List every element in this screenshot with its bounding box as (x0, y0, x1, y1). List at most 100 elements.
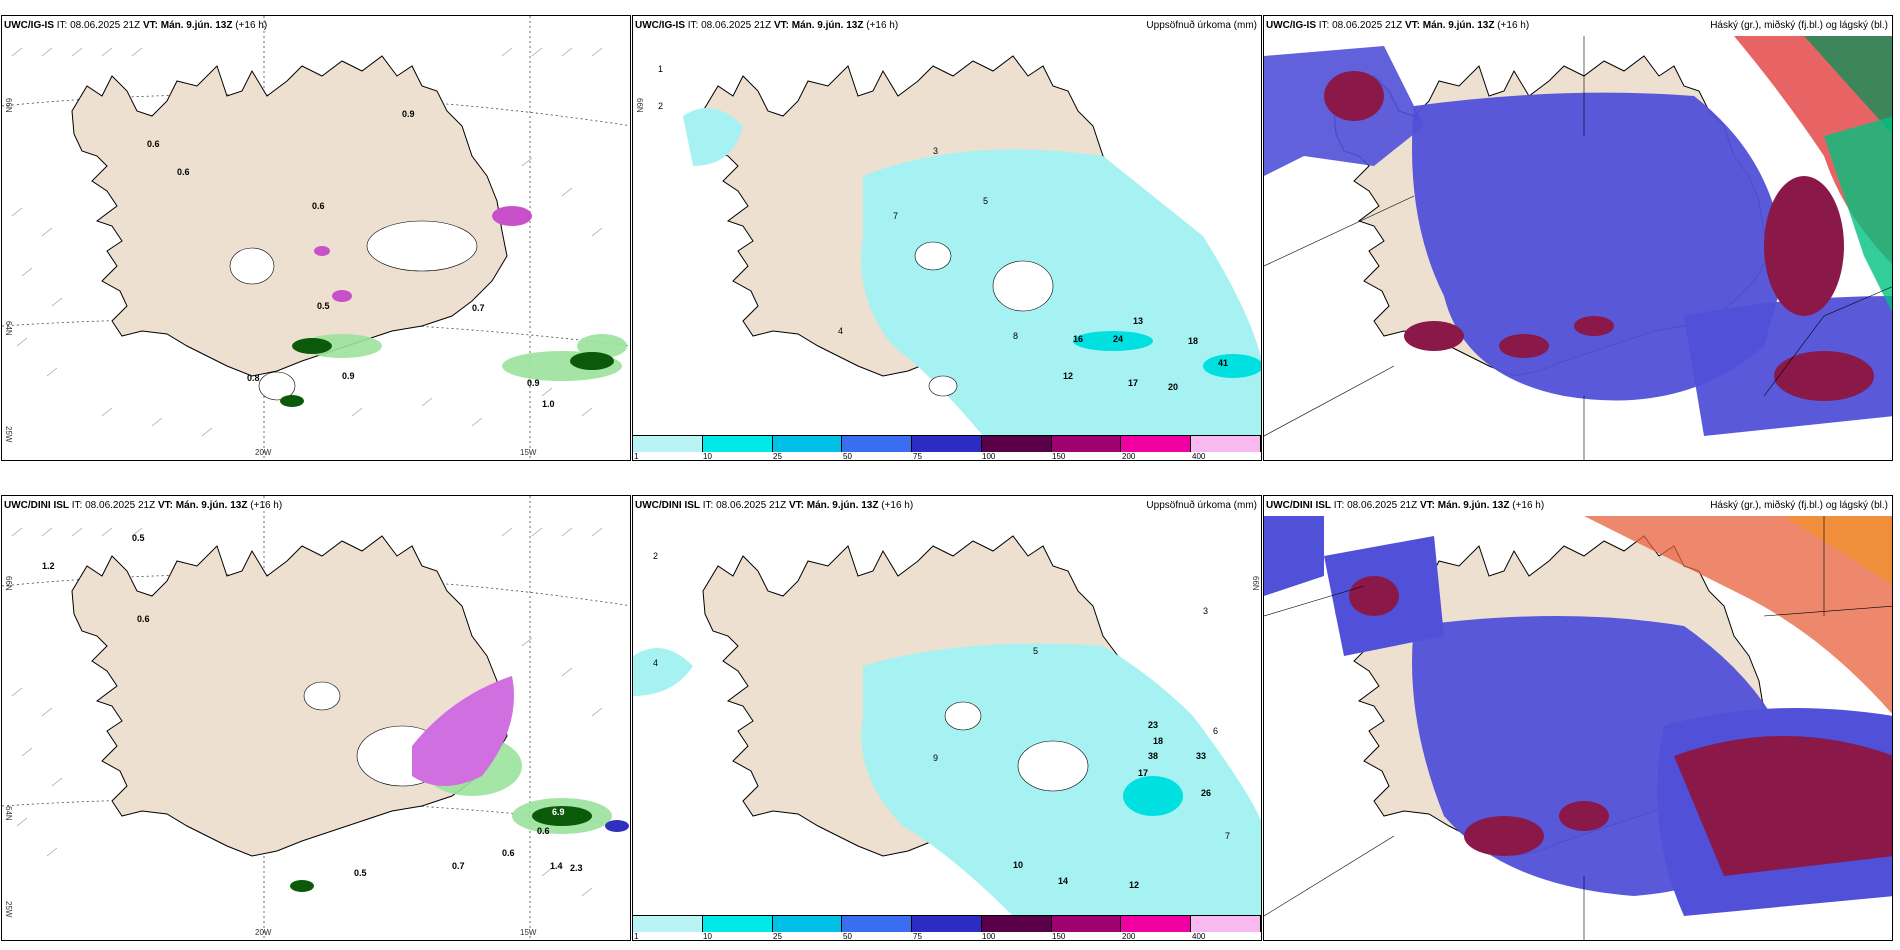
cloud-map (1264, 16, 1892, 460)
value-label: 0.6 (537, 826, 550, 836)
colorbar-swatch (772, 436, 843, 452)
value-label: 7 (893, 211, 899, 221)
panel-title: UWC/DINI ISL IT: 08.06.2025 21Z VT: Mán.… (4, 500, 283, 511)
lon-label-25: 25W (4, 901, 13, 918)
colorbar-labels: 1 10 25 50 75 100 150 200 400 (633, 452, 1261, 461)
value-label: 24 (1113, 334, 1124, 344)
lat-label-64: 64N (4, 321, 13, 336)
colorbar-swatch (842, 436, 913, 452)
lon-label-25: 25W (4, 426, 13, 443)
value-label: 4 (653, 658, 659, 668)
value-label: 2 (653, 551, 659, 561)
colorbar-swatches (633, 435, 1261, 452)
wind-precip-map (2, 496, 630, 940)
colorbar-label: 100 (982, 452, 996, 461)
colorbar-swatch (842, 916, 913, 932)
value-label: 23 (1148, 720, 1159, 730)
value-label: 0.6 (502, 848, 515, 858)
value-label: 2 (658, 101, 664, 111)
colorbar-swatch (1191, 436, 1261, 452)
value-label: 1.2 (42, 561, 55, 571)
value-label: 5 (983, 196, 989, 206)
value-label: 13 (1133, 316, 1144, 326)
value-label: 0.5 (354, 868, 367, 878)
value-label: 0.6 (137, 614, 150, 624)
colorbar-label: 75 (913, 452, 922, 461)
lon-label-20: 20W (255, 448, 272, 457)
panel-field-title: Háský (gr.), miðský (fj.bl.) og lágský (… (1710, 20, 1888, 31)
value-label: 0.6 (177, 167, 190, 177)
cloud-panel-top: UWC/IG-IS IT: 08.06.2025 21Z VT: Mán. 9.… (1263, 15, 1893, 461)
value-label: 33 (1196, 751, 1207, 761)
precip-colorbar: 1 10 25 50 75 100 150 200 400 (633, 435, 1261, 460)
value-label: 3 (933, 146, 939, 156)
value-label: 0.9 (527, 378, 540, 388)
wind-precip-panel-top: UWC/IG-IS IT: 08.06.2025 21Z VT: Mán. 9.… (1, 15, 631, 461)
panel-title: UWC/IG-IS IT: 08.06.2025 21Z VT: Mán. 9.… (4, 20, 268, 31)
value-label: 0.9 (402, 109, 415, 119)
value-label: 0.5 (317, 301, 330, 311)
value-label: 8 (1013, 331, 1019, 341)
cloud-panel-bottom: UWC/DINI ISL IT: 08.06.2025 21Z VT: Mán.… (1263, 495, 1893, 941)
lon-label-20: 20W (255, 928, 272, 937)
colorbar-swatch (772, 916, 843, 932)
value-label: 1 (658, 64, 664, 74)
colorbar-label: 150 (1052, 452, 1066, 461)
colorbar-label: 10 (703, 932, 712, 941)
colorbar-swatch (981, 916, 1052, 932)
colorbar-label: 150 (1052, 932, 1066, 941)
precip-panel-top: UWC/IG-IS IT: 08.06.2025 21Z VT: Mán. 9.… (632, 15, 1262, 461)
panel-field-title: Háský (gr.), miðský (fj.bl.) og lágský (… (1710, 500, 1888, 511)
value-label: 0.9 (342, 371, 355, 381)
colorbar-swatch (702, 436, 773, 452)
colorbar-swatch (912, 916, 982, 932)
value-label: 12 (1129, 880, 1140, 890)
lat-label-64: 64N (4, 806, 13, 821)
value-label: 17 (1138, 768, 1149, 778)
wind-precip-map (2, 16, 630, 460)
value-label: 5 (1033, 646, 1039, 656)
colorbar-swatch (912, 436, 982, 452)
panel-field-title: Uppsöfnuð úrkoma (mm) (1146, 500, 1257, 511)
value-label: 9 (933, 753, 939, 763)
lat-label-66: 66N (4, 98, 13, 113)
panel-title: UWC/IG-IS IT: 08.06.2025 21Z VT: Mán. 9.… (1266, 20, 1530, 31)
wind-precip-panel-bottom: UWC/DINI ISL IT: 08.06.2025 21Z VT: Mán.… (1, 495, 631, 941)
value-label: 1.0 (542, 399, 555, 409)
colorbar-swatch (1191, 916, 1261, 932)
colorbar-label: 100 (982, 932, 996, 941)
colorbar-swatch (1121, 916, 1192, 932)
panel-title: UWC/DINI ISL IT: 08.06.2025 21Z VT: Mán.… (635, 500, 914, 511)
colorbar-swatch (1051, 436, 1122, 452)
colorbar-swatches (633, 915, 1261, 932)
colorbar-swatch (633, 436, 703, 452)
colorbar-swatch (702, 916, 773, 932)
panel-title: UWC/IG-IS IT: 08.06.2025 21Z VT: Mán. 9.… (635, 20, 899, 31)
value-label: 17 (1128, 378, 1139, 388)
value-label: 7 (1225, 831, 1231, 841)
colorbar-label: 50 (843, 452, 852, 461)
lat-label-66: 66N (1251, 576, 1260, 591)
value-label: 0.6 (312, 201, 325, 211)
value-label: 12 (1063, 371, 1074, 381)
panel-field-title: Uppsöfnuð úrkoma (mm) (1146, 20, 1257, 31)
lon-label-15: 15W (520, 448, 537, 457)
colorbar-label: 1 (634, 932, 639, 941)
value-label: 18 (1188, 336, 1199, 346)
value-label: 0.5 (132, 533, 145, 543)
value-label: 14 (1058, 876, 1069, 886)
value-label: 0.6 (147, 139, 160, 149)
colorbar-swatch (1051, 916, 1122, 932)
value-label: 41 (1218, 358, 1229, 368)
colorbar-swatch (981, 436, 1052, 452)
colorbar-label: 400 (1192, 452, 1206, 461)
colorbar-label: 50 (843, 932, 852, 941)
value-label: 18 (1153, 736, 1164, 746)
value-label: 6 (1213, 726, 1219, 736)
precip-colorbar: 1 10 25 50 75 100 150 200 400 (633, 915, 1261, 940)
colorbar-label: 25 (773, 452, 782, 461)
lat-label-66: 66N (4, 576, 13, 591)
value-label: 1.4 (550, 861, 563, 871)
precip-map (633, 496, 1261, 940)
value-label: 26 (1201, 788, 1212, 798)
